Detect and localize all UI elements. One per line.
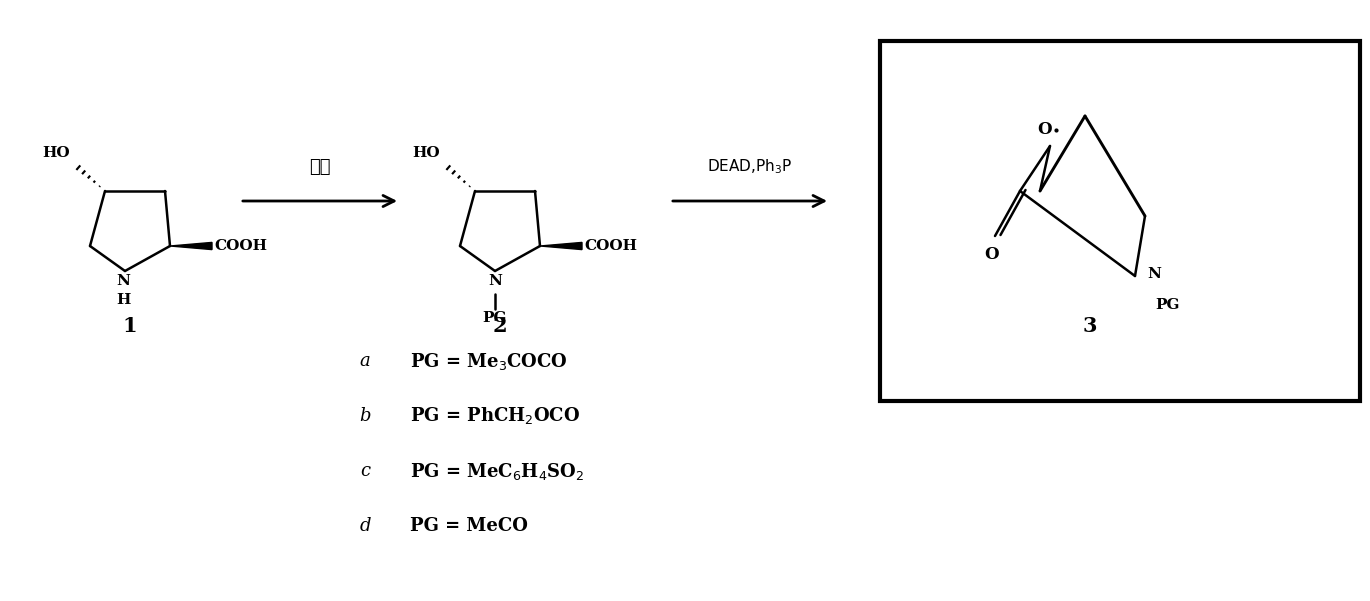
- Polygon shape: [540, 242, 582, 249]
- Text: PG: PG: [482, 311, 507, 325]
- Text: N: N: [1147, 267, 1160, 281]
- Text: b: b: [359, 407, 371, 425]
- Bar: [880, 41, 1360, 401]
- Text: a: a: [359, 352, 370, 370]
- Text: O: O: [985, 246, 999, 263]
- Text: DEAD,Ph$_3$P: DEAD,Ph$_3$P: [707, 157, 793, 176]
- Text: COOH: COOH: [584, 239, 637, 253]
- Text: HO: HO: [42, 146, 70, 160]
- Text: PG = MeCO: PG = MeCO: [410, 517, 527, 535]
- Text: COOH: COOH: [214, 239, 267, 253]
- Text: 保护: 保护: [310, 158, 330, 176]
- Text: 1: 1: [123, 316, 137, 336]
- Text: HO: HO: [412, 146, 440, 160]
- Text: c: c: [360, 462, 370, 480]
- Text: PG: PG: [1155, 298, 1180, 312]
- Text: PG = PhCH$_2$OCO: PG = PhCH$_2$OCO: [410, 406, 580, 427]
- Text: N: N: [488, 274, 501, 288]
- Polygon shape: [170, 242, 212, 249]
- Text: 3: 3: [1082, 316, 1097, 336]
- Text: PG = MeC$_6$H$_4$SO$_2$: PG = MeC$_6$H$_4$SO$_2$: [410, 460, 584, 481]
- Text: N: N: [116, 274, 130, 288]
- Text: 2: 2: [493, 316, 507, 336]
- Text: PG = Me$_3$COCO: PG = Me$_3$COCO: [410, 350, 567, 371]
- Text: H: H: [116, 293, 130, 307]
- Text: d: d: [359, 517, 371, 535]
- Text: O: O: [1037, 121, 1052, 138]
